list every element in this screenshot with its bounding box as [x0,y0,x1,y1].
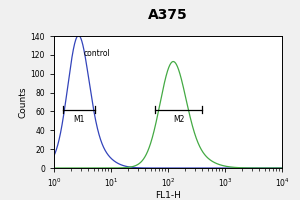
X-axis label: FL1-H: FL1-H [155,191,181,200]
Text: M1: M1 [73,115,85,124]
Text: M2: M2 [173,115,184,124]
Text: A375: A375 [148,8,188,22]
Y-axis label: Counts: Counts [19,86,28,118]
Text: control: control [84,49,110,58]
